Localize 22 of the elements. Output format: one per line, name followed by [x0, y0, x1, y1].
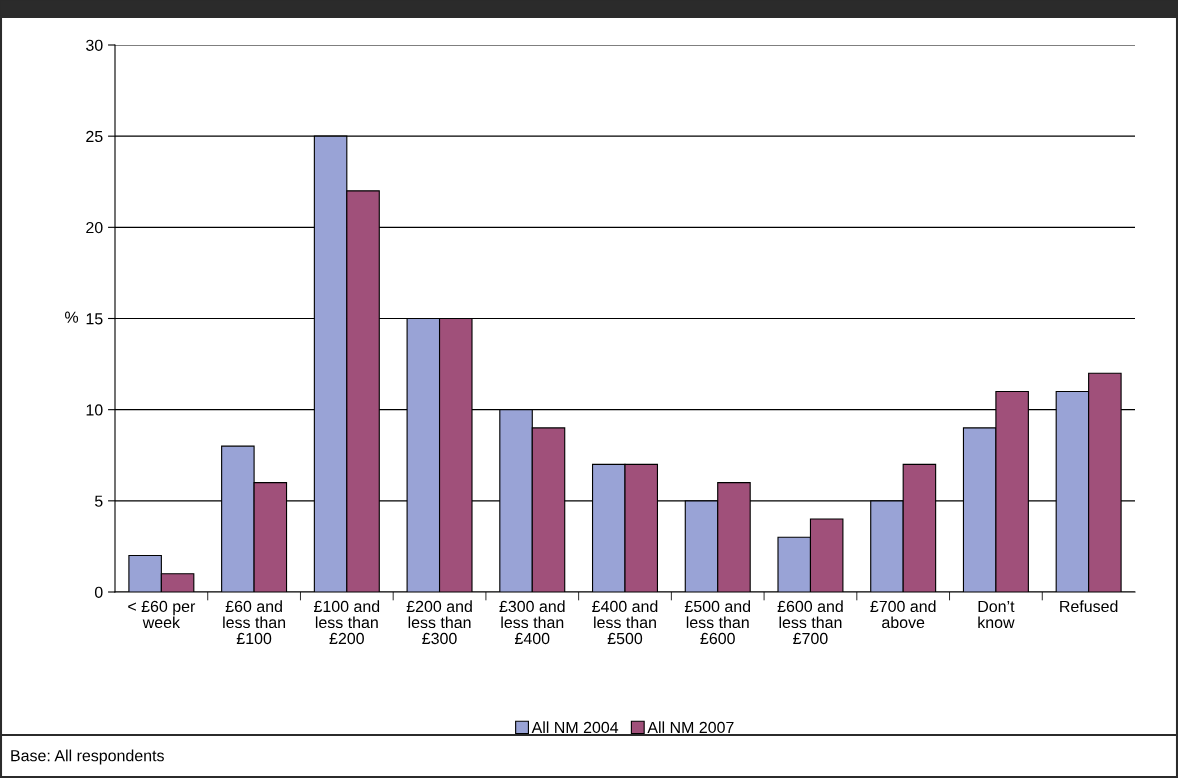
legend-label: All NM 2004	[531, 721, 619, 734]
y-tick-label: 0	[94, 586, 103, 598]
x-tick-label: £300 and less than £400	[499, 600, 565, 645]
x-tick-label: < £60 per week	[128, 600, 196, 629]
y-tick-label: 20	[86, 221, 103, 234]
y-tick-label: 25	[86, 130, 103, 143]
x-tick-label: Refused	[1060, 600, 1118, 613]
x-tick-label: £100 and less than £200	[313, 600, 380, 645]
y-tick-label: 15	[86, 313, 103, 325]
y-tick-label: 10	[86, 404, 103, 416]
x-tick-label: £600 and less than £700	[777, 600, 843, 645]
x-tick-label: £500 and less than £600	[684, 600, 751, 645]
y-tick-label: 5	[94, 495, 103, 507]
x-tick-label: £700 and above	[870, 600, 936, 629]
y-tick-label: 30	[86, 39, 103, 51]
legend-label: All NM 2007	[647, 721, 734, 734]
x-tick-label: £60 and less than £100	[223, 600, 286, 645]
y-axis-title: %	[65, 311, 79, 323]
x-tick-label: Don’t know	[978, 600, 1015, 629]
x-tick-label: £200 and less than £300	[406, 600, 472, 645]
text: Base: All respondents	[11, 749, 164, 765]
x-tick-label: £400 and less than £500	[592, 600, 658, 645]
